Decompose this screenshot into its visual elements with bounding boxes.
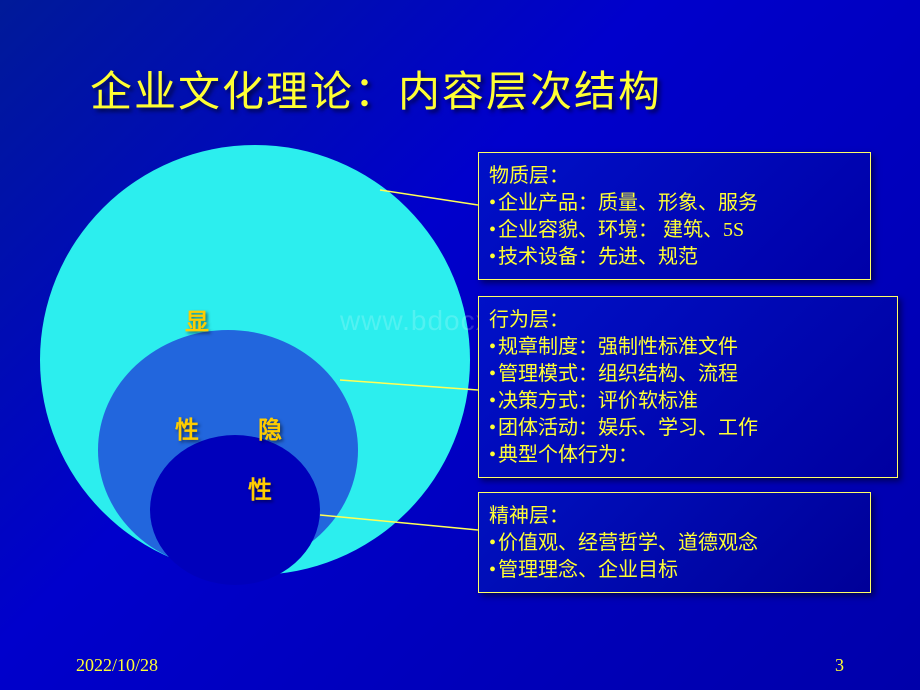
callout-behavior-title: 行为层： [489, 303, 887, 332]
footer-date: 2022/10/28 [76, 655, 158, 676]
footer-page-number: 3 [835, 655, 844, 676]
callout-behavior-item: •决策方式：评价软标准 [489, 388, 887, 415]
callout-spirit-item: •管理理念、企业目标 [489, 557, 860, 584]
callout-spirit-item: •价值观、经营哲学、道德观念 [489, 530, 860, 557]
label-nature-2: 性 [248, 470, 272, 505]
callout-behavior-item: •团体活动：娱乐、学习、工作 [489, 415, 887, 442]
callout-material-item: •企业产品：质量、形象、服务 [489, 190, 860, 217]
callout-material-item: •企业容貌、环境： 建筑、5S [489, 217, 860, 244]
callout-behavior-item: •典型个体行为： [489, 442, 887, 469]
callout-behavior-item: •管理模式：组织结构、流程 [489, 361, 887, 388]
label-nature-1: 性 [175, 410, 199, 445]
callout-material-layer: 物质层： •企业产品：质量、形象、服务 •企业容貌、环境： 建筑、5S •技术设… [478, 152, 871, 280]
callout-behavior-layer: 行为层： •规章制度：强制性标准文件 •管理模式：组织结构、流程 •决策方式：评… [478, 296, 898, 478]
circle-spirit-layer [150, 435, 320, 585]
label-implicit: 隐 [258, 410, 282, 445]
slide-title: 企业文化理论：内容层次结构 [90, 58, 662, 119]
callout-material-item: •技术设备：先进、规范 [489, 244, 860, 271]
callout-spirit-title: 精神层： [489, 499, 860, 528]
callout-behavior-item: •规章制度：强制性标准文件 [489, 334, 887, 361]
callout-spirit-layer: 精神层： •价值观、经营哲学、道德观念 •管理理念、企业目标 [478, 492, 871, 593]
callout-material-title: 物质层： [489, 159, 860, 188]
label-explicit: 显 [185, 302, 209, 337]
